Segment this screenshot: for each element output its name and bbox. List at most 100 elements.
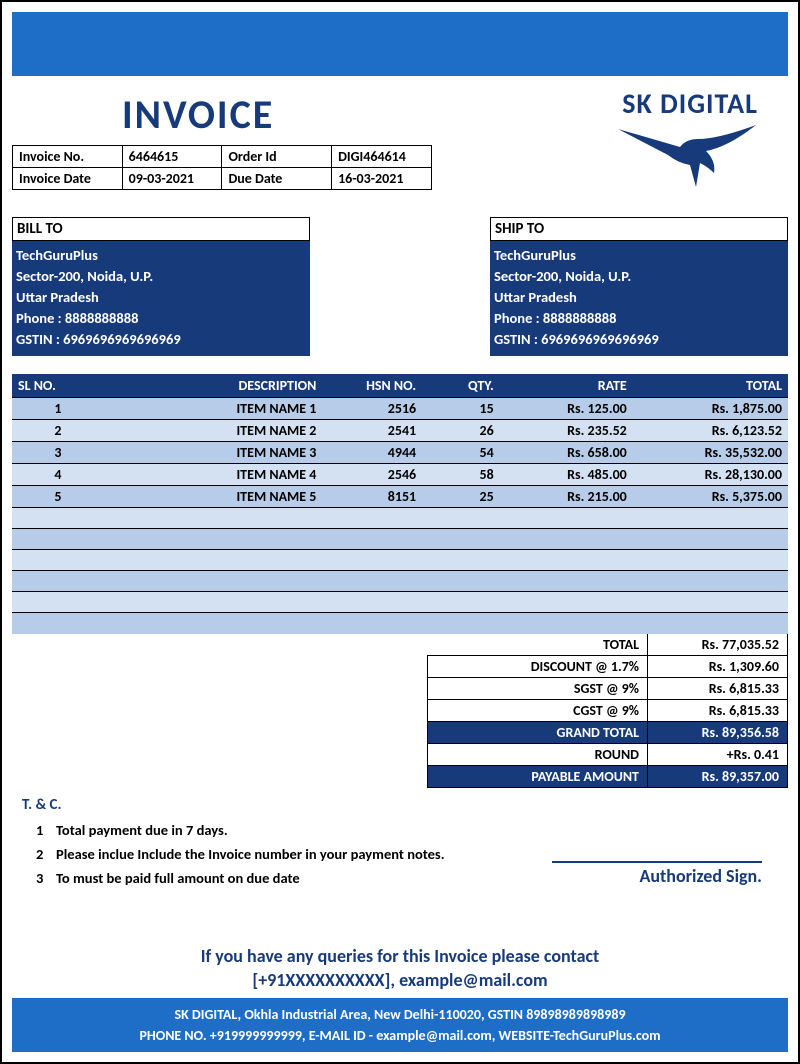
ship-to-heading: SHIP TO: [490, 217, 788, 241]
cell-rate: Rs. 215.00: [500, 486, 633, 508]
col-qty: QTY.: [422, 374, 500, 398]
cell-total: Rs. 35,532.00: [633, 442, 788, 464]
table-row-blank: [12, 508, 788, 529]
cell-desc: ITEM NAME 4: [67, 464, 322, 486]
terms-item: 1Total payment due in 7 days.: [22, 818, 778, 842]
col-desc: DESCRIPTION: [67, 374, 322, 398]
cell-desc: ITEM NAME 3: [67, 442, 322, 464]
ship-to-line2: Uttar Pradesh: [494, 287, 784, 308]
bill-to-line2: Uttar Pradesh: [16, 287, 306, 308]
cell-rate: Rs. 235.52: [500, 420, 633, 442]
bill-to-heading: BILL TO: [12, 217, 310, 241]
discount-label: DISCOUNT @ 1.7%: [428, 655, 648, 677]
table-row: 4ITEM NAME 4254658Rs. 485.00Rs. 28,130.0…: [12, 464, 788, 486]
round-value: +Rs. 0.41: [648, 743, 788, 765]
order-id-label: Order Id: [222, 146, 332, 168]
footer-line2: PHONE NO. +919999999999, E-MAIL ID - exa…: [16, 1025, 784, 1046]
contact-block: If you have any queries for this Invoice…: [12, 945, 788, 992]
table-row-blank: [12, 613, 788, 634]
cgst-value: Rs. 6,815.33: [648, 699, 788, 721]
brand-block: SK DIGITAL: [432, 86, 788, 197]
cell-desc: ITEM NAME 5: [67, 486, 322, 508]
sgst-label: SGST @ 9%: [428, 677, 648, 699]
items-header-row: SL NO. DESCRIPTION HSN NO. QTY. RATE TOT…: [12, 374, 788, 398]
col-hsn: HSN NO.: [322, 374, 422, 398]
invoice-no-label: Invoice No.: [13, 146, 123, 168]
cell-hsn: 2541: [322, 420, 422, 442]
top-accent-bar: [12, 12, 788, 76]
cell-hsn: 2546: [322, 464, 422, 486]
invoice-no: 6464615: [122, 146, 222, 168]
table-row-blank: [12, 571, 788, 592]
bill-to-name: TechGuruPlus: [16, 245, 306, 266]
brand-name: SK DIGITAL: [432, 86, 758, 121]
bill-to-box: BILL TO TechGuruPlus Sector-200, Noida, …: [12, 217, 310, 356]
signature-label: Authorized Sign.: [552, 865, 762, 887]
cell-total: Rs. 6,123.52: [633, 420, 788, 442]
signature-line: [552, 861, 762, 863]
grand-total-label: GRAND TOTAL: [428, 721, 648, 743]
table-row: 5ITEM NAME 5815125Rs. 215.00Rs. 5,375.00: [12, 486, 788, 508]
cgst-label: CGST @ 9%: [428, 699, 648, 721]
ship-to-name: TechGuruPlus: [494, 245, 784, 266]
invoice-title: INVOICE: [12, 86, 432, 145]
invoice-page: INVOICE Invoice No. 6464615 Order Id DIG…: [0, 0, 800, 1064]
invoice-meta-table: Invoice No. 6464615 Order Id DIGI464614 …: [12, 145, 432, 190]
ship-to-line1: Sector-200, Noida, U.P.: [494, 266, 784, 287]
payable-label: PAYABLE AMOUNT: [428, 765, 648, 787]
grand-total-value: Rs. 89,356.58: [648, 721, 788, 743]
signature-block: Authorized Sign.: [552, 861, 762, 887]
contact-line1: If you have any queries for this Invoice…: [12, 945, 788, 968]
discount-value: Rs. 1,309.60: [648, 655, 788, 677]
cell-total: Rs. 28,130.00: [633, 464, 788, 486]
cell-hsn: 4944: [322, 442, 422, 464]
col-sl: SL NO.: [12, 374, 67, 398]
bill-to-body: TechGuruPlus Sector-200, Noida, U.P. Utt…: [12, 241, 310, 356]
table-row-blank: [12, 592, 788, 613]
col-total: TOTAL: [633, 374, 788, 398]
cell-sl: 1: [12, 398, 67, 420]
items-table: SL NO. DESCRIPTION HSN NO. QTY. RATE TOT…: [12, 374, 788, 634]
cell-sl: 3: [12, 442, 67, 464]
totals-table: TOTALRs. 77,035.52 DISCOUNT @ 1.7%Rs. 1,…: [12, 634, 788, 788]
bill-to-phone: Phone : 8888888888: [16, 308, 306, 329]
cell-rate: Rs. 125.00: [500, 398, 633, 420]
cell-sl: 2: [12, 420, 67, 442]
invoice-date: 09-03-2021: [122, 168, 222, 190]
table-row-blank: [12, 529, 788, 550]
footer-bar: SK DIGITAL, Okhla Industrial Area, New D…: [12, 998, 788, 1052]
cell-desc: ITEM NAME 2: [67, 420, 322, 442]
table-row: 1ITEM NAME 1251615Rs. 125.00Rs. 1,875.00: [12, 398, 788, 420]
order-id: DIGI464614: [332, 146, 432, 168]
cell-sl: 4: [12, 464, 67, 486]
round-label: ROUND: [428, 743, 648, 765]
table-row: 2ITEM NAME 2254126Rs. 235.52Rs. 6,123.52: [12, 420, 788, 442]
footer-line1: SK DIGITAL, Okhla Industrial Area, New D…: [16, 1004, 784, 1025]
invoice-date-label: Invoice Date: [13, 168, 123, 190]
cell-desc: ITEM NAME 1: [67, 398, 322, 420]
cell-qty: 26: [422, 420, 500, 442]
due-date-label: Due Date: [222, 168, 332, 190]
cell-qty: 58: [422, 464, 500, 486]
hummingbird-icon: [608, 117, 758, 197]
col-rate: RATE: [500, 374, 633, 398]
ship-to-gstin: GSTIN : 6969696969696969: [494, 329, 784, 350]
bill-to-gstin: GSTIN : 6969696969696969: [16, 329, 306, 350]
cell-hsn: 8151: [322, 486, 422, 508]
contact-line2: [+91XXXXXXXXXX], example@mail.com: [12, 969, 788, 992]
table-row-blank: [12, 550, 788, 571]
ship-to-box: SHIP TO TechGuruPlus Sector-200, Noida, …: [490, 217, 788, 356]
ship-to-body: TechGuruPlus Sector-200, Noida, U.P. Utt…: [490, 241, 788, 356]
header-left: INVOICE Invoice No. 6464615 Order Id DIG…: [12, 86, 432, 197]
header-row: INVOICE Invoice No. 6464615 Order Id DIG…: [12, 86, 788, 197]
cell-qty: 15: [422, 398, 500, 420]
cell-rate: Rs. 658.00: [500, 442, 633, 464]
cell-hsn: 2516: [322, 398, 422, 420]
terms-heading: T. & C.: [22, 796, 778, 814]
due-date: 16-03-2021: [332, 168, 432, 190]
total-label: TOTAL: [428, 634, 648, 656]
payable-value: Rs. 89,357.00: [648, 765, 788, 787]
cell-total: Rs. 1,875.00: [633, 398, 788, 420]
table-row: 3ITEM NAME 3494454Rs. 658.00Rs. 35,532.0…: [12, 442, 788, 464]
cell-qty: 54: [422, 442, 500, 464]
